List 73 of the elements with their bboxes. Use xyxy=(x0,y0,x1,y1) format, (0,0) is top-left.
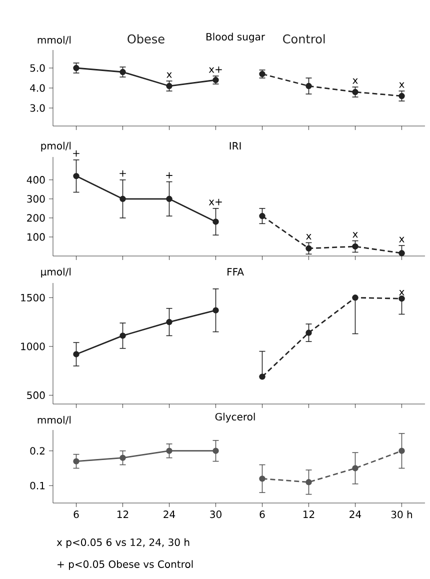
point xyxy=(73,458,80,464)
text: + p<0.05 Obese vs Control xyxy=(58,560,193,570)
data-label: x xyxy=(399,82,404,88)
point xyxy=(306,245,312,252)
point xyxy=(259,212,266,220)
data-label: + xyxy=(166,172,172,179)
chart-title: Glycerol xyxy=(215,412,255,422)
data-label: x xyxy=(166,72,172,78)
point xyxy=(352,88,358,96)
y-axis-title: mmol/l xyxy=(38,416,71,424)
point xyxy=(166,318,172,326)
point xyxy=(306,479,312,486)
x-tick-label: 30 xyxy=(210,510,222,518)
y-tick-label: 1500 xyxy=(21,294,45,302)
y-tick-label: 3.0 xyxy=(30,104,45,112)
point xyxy=(120,68,126,76)
point xyxy=(212,448,219,454)
point xyxy=(398,250,405,256)
data-label: x xyxy=(352,78,358,84)
y-tick-label: 300 xyxy=(27,195,45,203)
data-label: x xyxy=(399,236,404,242)
text: Control xyxy=(283,34,325,44)
point xyxy=(306,330,312,336)
y-tick-label: 5.0 xyxy=(30,64,45,72)
point xyxy=(212,218,219,225)
point xyxy=(166,82,172,90)
point xyxy=(259,476,266,482)
y-tick-label: 0.2 xyxy=(30,447,44,455)
x-tick-label: 12 xyxy=(117,510,128,518)
text: x p<0.05 6 vs 12, 24, 30 h xyxy=(56,538,190,548)
point xyxy=(120,196,126,202)
point xyxy=(398,448,405,454)
point xyxy=(398,92,405,100)
y-tick-label: 400 xyxy=(26,176,45,184)
x-tick-label: 24 xyxy=(164,510,176,518)
point xyxy=(352,243,358,250)
point xyxy=(73,172,80,180)
y-tick-label: 100 xyxy=(27,233,45,241)
point xyxy=(120,454,126,461)
point xyxy=(166,196,172,202)
point xyxy=(212,307,219,314)
data-label: x+ xyxy=(208,198,222,206)
point xyxy=(398,296,405,302)
data-label: x+ xyxy=(208,66,222,73)
x-tick-label: 6 xyxy=(260,510,265,518)
x-tick-label: 30 h xyxy=(391,510,412,518)
y-tick-label: 0.1 xyxy=(30,482,45,490)
chart-title: FFA xyxy=(228,268,244,276)
y-tick-label: 200 xyxy=(27,214,45,222)
point xyxy=(73,351,80,358)
data-label: x xyxy=(306,234,312,240)
data-label: + xyxy=(120,170,126,177)
point xyxy=(166,448,172,454)
y-tick-label: 4.0 xyxy=(30,84,45,92)
x-tick-label: 12 xyxy=(303,510,314,518)
data-label: + xyxy=(73,150,80,157)
point xyxy=(259,374,266,380)
text: Obese xyxy=(128,34,164,44)
x-tick-label: 24 xyxy=(350,510,362,518)
y-tick-label: 500 xyxy=(27,391,45,399)
y-axis-title: mmol/l xyxy=(38,36,71,44)
point xyxy=(120,332,126,339)
point xyxy=(352,294,358,301)
x-tick-label: 6 xyxy=(74,510,79,518)
chart-title: IRI xyxy=(230,142,241,150)
y-tick-label: 1000 xyxy=(21,342,45,350)
data-label: x xyxy=(352,232,358,238)
point xyxy=(306,82,312,90)
point xyxy=(352,465,358,472)
chart-title: Blood sugar xyxy=(206,32,266,42)
y-axis-title: pmol/l xyxy=(41,142,71,152)
data-label: x xyxy=(399,290,404,296)
y-axis-title: µmol/l xyxy=(41,268,71,278)
